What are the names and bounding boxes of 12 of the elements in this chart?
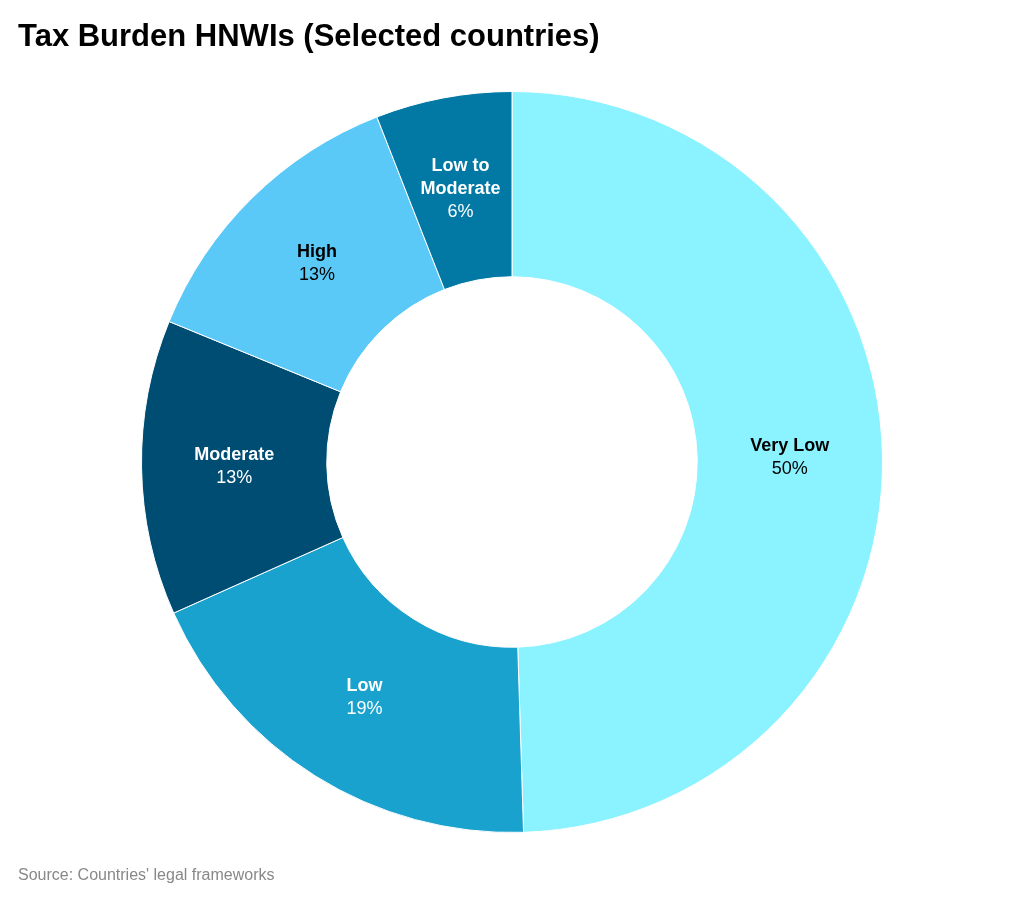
source-note: Source: Countries' legal frameworks: [18, 866, 275, 883]
slice-label: Very Low: [750, 435, 831, 456]
slice-label: High: [297, 241, 338, 262]
chart-title: Tax Burden HNWIs (Selected countries): [18, 18, 600, 54]
slice-label: Low: [346, 674, 384, 695]
data-label: 19%: [346, 697, 383, 718]
slice-label: Moderate: [194, 443, 275, 464]
slice-label: Low to Moderate: [420, 154, 501, 198]
data-label: 13%: [299, 264, 336, 285]
data-label: 50%: [771, 458, 808, 479]
data-label: 6%: [447, 200, 474, 221]
data-label: 13%: [216, 466, 253, 487]
